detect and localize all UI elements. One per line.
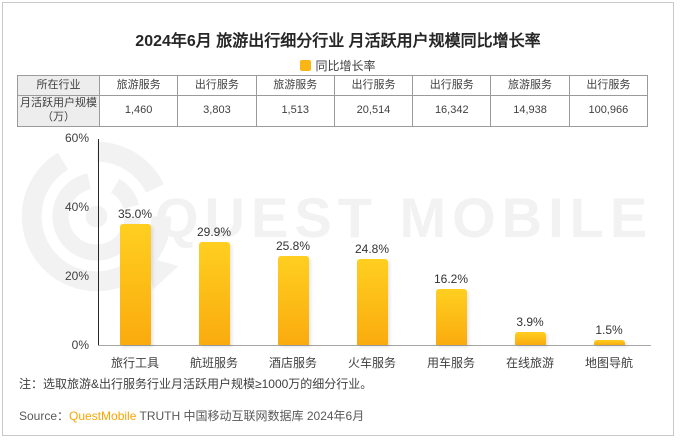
bar [435, 289, 467, 345]
x-axis-category: 在线旅游 [505, 356, 554, 370]
table-cell: 100,966 [568, 95, 649, 127]
legend-label: 同比增长率 [315, 59, 376, 73]
questmobile-text-watermark: QUEST MOBILE [155, 186, 654, 249]
bar-group: 24.8% [333, 242, 412, 345]
bar [119, 224, 151, 345]
y-axis-tick: 20% [64, 269, 89, 283]
bar-group: 1.5% [570, 323, 649, 345]
x-axis-category: 旅行工具 [110, 356, 159, 370]
y-axis-tick: 60% [64, 131, 89, 145]
bar-group: 29.9% [175, 225, 254, 345]
source-line: Source：QuestMobile TRUTH 中国移动互联网数据库 2024… [19, 407, 364, 424]
table-cell: 3,803 [177, 95, 257, 127]
bar [593, 339, 625, 345]
table-cell: 出行服务 [333, 75, 414, 96]
x-axis-category: 火车服务 [347, 356, 396, 370]
x-axis-line [98, 345, 651, 346]
table-row-mau: 月活跃用户规模（万） 1,460 3,803 1,513 20,514 16,3… [17, 95, 649, 127]
bar-group: 3.9% [491, 314, 570, 345]
bar [277, 256, 309, 345]
table-header-cell: 所在行业 [17, 75, 100, 96]
y-axis-tick: 0% [71, 338, 89, 352]
table-cell: 出行服务 [412, 75, 492, 96]
x-axis-category: 用车服务 [426, 356, 475, 370]
table-cell: 旅游服务 [255, 75, 335, 96]
chart-legend: 同比增长率 [3, 57, 673, 74]
table-header-cell: 月活跃用户规模（万） [17, 95, 100, 127]
table-cell: 出行服务 [568, 75, 649, 96]
x-axis-labels: 旅行工具 航班服务 酒店服务 火车服务 用车服务 在线旅游 地图导航 [98, 354, 651, 370]
bar-value-label: 29.9% [196, 224, 232, 239]
page-title: 2024年6月 旅游出行细分行业 月活跃用户规模同比增长率 [135, 33, 541, 50]
bar-value-label: 16.2% [433, 272, 469, 287]
bar-value-label: 25.8% [275, 239, 311, 253]
x-axis-category: 酒店服务 [268, 356, 317, 370]
x-axis-category: 航班服务 [189, 356, 238, 370]
bar-group: 35.0% [96, 207, 175, 345]
bar-group: 25.8% [254, 239, 333, 345]
report-card: QUEST MOBILE 2024年6月 旅游出行细分行业 月活跃用户规模同比增… [2, 2, 674, 436]
table-cell: 旅游服务 [98, 75, 179, 96]
bar [198, 241, 230, 345]
y-axis-tick: 40% [64, 200, 89, 214]
source-prefix: Source： [19, 409, 70, 423]
table-cell: 20,514 [333, 95, 414, 127]
bar [514, 331, 546, 345]
y-axis-line [98, 139, 99, 345]
bar-value-label: 35.0% [117, 207, 153, 222]
bar-group: 16.2% [412, 272, 491, 345]
footnote: 注：选取旅游&出行服务行业月活跃用户规模≥1000万的细分行业。 [19, 377, 373, 391]
source-suffix: TRUTH 中国移动互联网数据库 2024年6月 [136, 409, 365, 423]
table-row-industry: 所在行业 旅游服务 出行服务 旅游服务 出行服务 出行服务 旅游服务 出行服务 [17, 75, 649, 96]
bar-value-label: 24.8% [354, 242, 390, 257]
plot-area: 35.0% 29.9% 25.8% 24.8% 16.2% 3.9% [98, 138, 651, 345]
bar [356, 259, 388, 345]
industry-scale-table: 所在行业 旅游服务 出行服务 旅游服务 出行服务 出行服务 旅游服务 出行服务 … [17, 75, 649, 127]
source-brand: QuestMobile [69, 409, 137, 423]
legend-swatch-icon [300, 60, 312, 71]
x-axis-category: 地图导航 [584, 356, 633, 370]
bar-value-label: 3.9% [516, 314, 544, 329]
bar-chart: 60% 40% 20% 0% 35.0% 29.9% 25.8% 24.8% [3, 3, 680, 443]
questmobile-logo-watermark [11, 131, 191, 316]
table-cell: 16,342 [412, 95, 492, 127]
bar-value-label: 1.5% [595, 322, 623, 337]
